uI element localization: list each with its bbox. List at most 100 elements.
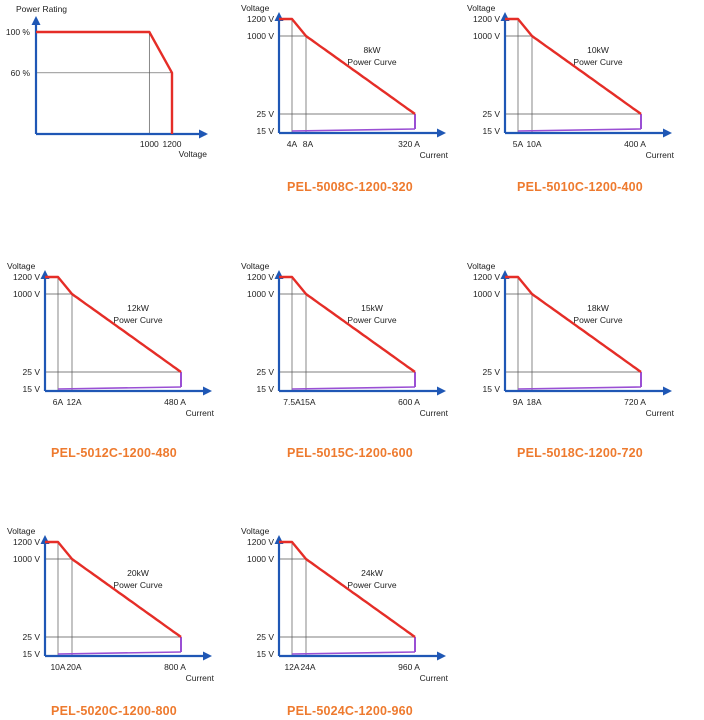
x-axis-arrow xyxy=(203,386,212,396)
x-tick-i-knee: 12A xyxy=(66,397,81,407)
y-tick-15v: 15 V xyxy=(257,384,275,394)
low-voltage-line xyxy=(57,386,182,390)
power-label: 18kW xyxy=(587,303,609,313)
low-voltage-line xyxy=(57,651,182,655)
x-tick-i-max: 800 A xyxy=(164,662,186,672)
y-tick-1000v: 1000 V xyxy=(473,289,500,299)
y-tick-1000v: 1000 V xyxy=(473,31,500,41)
y-tick-15v: 15 V xyxy=(23,384,41,394)
y-tick-25v: 25 V xyxy=(23,367,41,377)
y-tick-1200v: 1200 V xyxy=(247,14,274,24)
y-tick-25v: 25 V xyxy=(257,109,275,119)
low-voltage-line xyxy=(517,386,642,390)
y-tick-25v: 25 V xyxy=(483,367,501,377)
power-rating-line xyxy=(36,30,174,134)
x-tick-i-at-vmax: 10A xyxy=(50,662,65,672)
x-tick-i-knee: 15A xyxy=(300,397,315,407)
power-label: 20kW xyxy=(127,568,149,578)
x-axis-label: Current xyxy=(420,150,449,160)
curve-label: Power Curve xyxy=(347,580,396,590)
x-tick-i-at-vmax: 4A xyxy=(287,139,298,149)
y-tick-1200v: 1200 V xyxy=(247,272,274,282)
x-tick-1000: 1000 xyxy=(140,139,159,149)
x-axis-label: Current xyxy=(186,673,215,683)
y-tick-1200v: 1200 V xyxy=(247,537,274,547)
power-label: 24kW xyxy=(361,568,383,578)
curve-label: Power Curve xyxy=(113,580,162,590)
x-tick-i-max: 720 A xyxy=(624,397,646,407)
model-title: PEL-5018C-1200-720 xyxy=(517,446,643,460)
x-tick-i-at-vmax: 12A xyxy=(284,662,299,672)
x-axis-arrow xyxy=(663,128,672,138)
x-axis-label: Current xyxy=(646,150,675,160)
y-tick-60: 60 % xyxy=(11,68,31,78)
x-tick-i-knee: 24A xyxy=(300,662,315,672)
x-tick-i-at-vmax: 7.5A xyxy=(283,397,301,407)
model-title: PEL-5024C-1200-960 xyxy=(287,704,413,718)
x-axis-label: Current xyxy=(186,408,215,418)
power-label: 12kW xyxy=(127,303,149,313)
y-tick-25v: 25 V xyxy=(483,109,501,119)
x-axis-label: Current xyxy=(646,408,675,418)
model-title: PEL-5012C-1200-480 xyxy=(51,446,177,460)
x-axis-arrow xyxy=(199,129,208,139)
y-axis-label: Voltage xyxy=(241,526,270,536)
y-tick-1000v: 1000 V xyxy=(247,289,274,299)
curve-label: Power Curve xyxy=(347,57,396,67)
y-tick-1000v: 1000 V xyxy=(247,554,274,564)
power-curve-line xyxy=(279,275,416,373)
model-title: PEL-5010C-1200-400 xyxy=(517,180,643,194)
power-label: 8kW xyxy=(364,45,381,55)
y-tick-1200v: 1200 V xyxy=(13,272,40,282)
curve-label: Power Curve xyxy=(113,315,162,325)
y-axis-label: Voltage xyxy=(241,261,270,271)
y-tick-1200v: 1200 V xyxy=(473,14,500,24)
y-tick-1000v: 1000 V xyxy=(13,289,40,299)
y-tick-15v: 15 V xyxy=(257,126,275,136)
x-tick-i-max: 320 A xyxy=(398,139,420,149)
y-axis-label: Voltage xyxy=(7,526,36,536)
x-tick-i-knee: 20A xyxy=(66,662,81,672)
low-voltage-line xyxy=(291,386,416,390)
y-tick-15v: 15 V xyxy=(23,649,41,659)
x-tick-i-knee: 10A xyxy=(526,139,541,149)
power-curve-line xyxy=(505,17,642,115)
x-tick-i-max: 480 A xyxy=(164,397,186,407)
x-axis-label: Current xyxy=(420,673,449,683)
power-curve-line xyxy=(505,275,642,373)
y-tick-100: 100 % xyxy=(6,27,31,37)
curve-label: Power Curve xyxy=(347,315,396,325)
y-tick-25v: 25 V xyxy=(23,632,41,642)
y-axis-label: Voltage xyxy=(241,3,270,13)
power-curve-line xyxy=(279,17,416,115)
low-voltage-line xyxy=(517,128,642,132)
x-tick-i-max: 600 A xyxy=(398,397,420,407)
y-tick-1000v: 1000 V xyxy=(247,31,274,41)
x-tick-i-at-vmax: 5A xyxy=(513,139,524,149)
x-axis-arrow xyxy=(203,651,212,661)
x-tick-i-at-vmax: 9A xyxy=(513,397,524,407)
y-tick-1200v: 1200 V xyxy=(13,537,40,547)
x-axis-arrow xyxy=(437,128,446,138)
y-tick-25v: 25 V xyxy=(257,632,275,642)
x-axis-arrow xyxy=(437,651,446,661)
y-tick-15v: 15 V xyxy=(483,384,501,394)
x-axis-arrow xyxy=(663,386,672,396)
curve-label: Power Curve xyxy=(573,315,622,325)
power-curve-line xyxy=(45,540,182,638)
x-tick-i-at-vmax: 6A xyxy=(53,397,64,407)
y-tick-1000v: 1000 V xyxy=(13,554,40,564)
power-curve-line xyxy=(45,275,182,373)
low-voltage-line xyxy=(291,128,416,132)
y-axis-label: Voltage xyxy=(7,261,36,271)
y-tick-15v: 15 V xyxy=(483,126,501,136)
curve-label: Power Curve xyxy=(573,57,622,67)
x-tick-i-knee: 8A xyxy=(303,139,314,149)
x-tick-i-max: 400 A xyxy=(624,139,646,149)
